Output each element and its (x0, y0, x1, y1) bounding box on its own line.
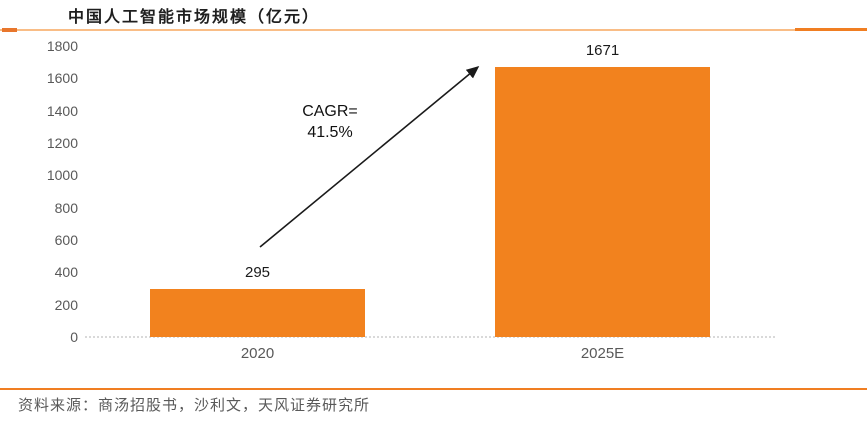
y-axis-tick-label: 200 (54, 296, 78, 313)
y-axis-tick-label: 400 (54, 264, 78, 281)
bar-2020 (150, 289, 365, 337)
cagr-annotation-line1: CAGR= (302, 103, 358, 120)
y-axis-tick-label: 0 (70, 329, 78, 345)
y-axis-tick-label: 1400 (46, 102, 78, 119)
source-text: 资料来源：商汤招股书，沙利文，天风证券研究所 (18, 397, 371, 414)
y-axis-tick-label: 1200 (46, 135, 78, 151)
x-axis-label-2025E: 2025E (580, 345, 625, 362)
y-axis-tick-label: 1600 (46, 70, 78, 87)
x-axis-label-2020: 2020 (240, 345, 275, 362)
cagr-annotation-line2: 41.5% (307, 124, 353, 141)
cagr-arrow (259, 65, 480, 248)
value-label-2020: 295 (244, 264, 271, 282)
x-axis-baseline (85, 336, 775, 338)
bar-2025E (495, 66, 710, 337)
y-axis-tick-label: 1800 (46, 38, 78, 54)
y-axis-tick-label: 800 (54, 199, 78, 216)
cagr-annotation: CAGR= 41.5% (284, 101, 376, 143)
y-axis-tick-label: 600 (54, 232, 78, 248)
title-underline-right-accent (795, 28, 867, 31)
title-underline (0, 29, 867, 31)
y-axis-tick-label: 1000 (46, 167, 78, 184)
title-underline-left-accent (2, 28, 17, 32)
value-label-2025E: 1671 (585, 41, 620, 59)
chart-title: 中国人工智能市场规模（亿元） (68, 9, 321, 26)
footer-divider (0, 388, 867, 390)
